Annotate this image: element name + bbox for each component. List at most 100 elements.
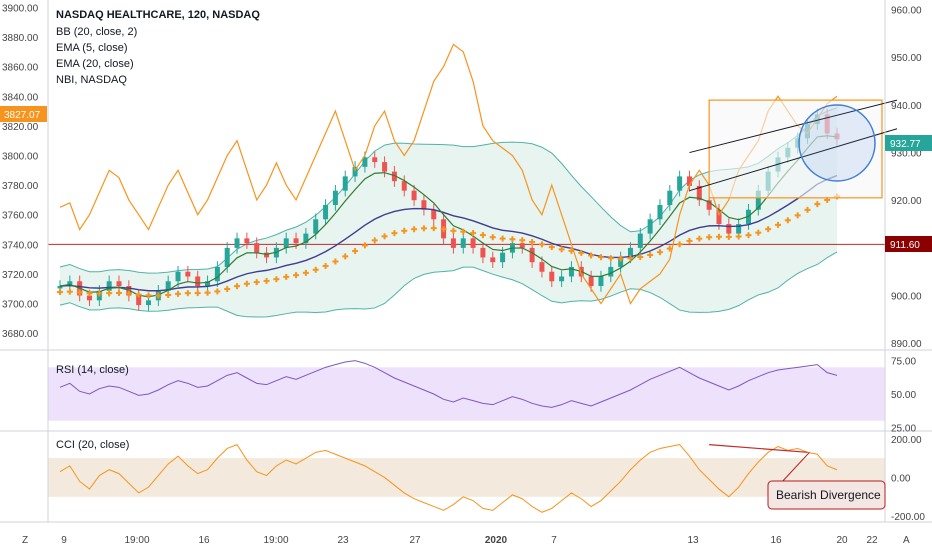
- candle-body: [313, 219, 319, 234]
- candle-body: [57, 286, 63, 289]
- candle-body: [677, 176, 683, 191]
- candle-body: [372, 157, 378, 163]
- candle-body: [706, 200, 712, 210]
- callout-pointer: [779, 451, 810, 485]
- candle-body: [214, 266, 220, 282]
- bollinger-band-fill: [60, 107, 837, 317]
- candle-body: [234, 238, 240, 248]
- nbi-line: [59, 43, 838, 305]
- right-axis-tick: 950.00: [891, 53, 922, 64]
- left-axis-tick: 3820.00: [2, 122, 39, 133]
- cci-axis-tick: -200.00: [891, 512, 925, 523]
- candle-body: [726, 224, 732, 234]
- candle-body: [421, 200, 427, 210]
- left-axis-tick: 3880.00: [2, 33, 39, 44]
- candle-body: [500, 252, 506, 263]
- candle-body: [293, 238, 299, 244]
- candle-body: [87, 295, 93, 301]
- candle-body: [205, 281, 211, 287]
- trend-channel-upper[interactable]: [689, 99, 898, 154]
- cci-line: [59, 443, 838, 513]
- cci-axis-tick: 0.00: [891, 473, 911, 484]
- candle-body: [116, 281, 122, 287]
- right-price-tag-red-text: 911.60: [890, 240, 920, 251]
- cci-band: [48, 458, 885, 497]
- legend-symbol[interactable]: NASDAQ HEALTHCARE, 120, NASDAQ: [56, 9, 260, 21]
- rsi-legend[interactable]: RSI (14, close): [56, 364, 129, 376]
- candle-body: [165, 281, 171, 291]
- time-axis-label: 19:00: [124, 535, 149, 546]
- candle-body: [185, 271, 191, 277]
- candle-body: [736, 224, 742, 234]
- left-axis-tick: 3860.00: [2, 63, 39, 74]
- candle-body: [588, 276, 594, 287]
- right-axis-tick: 900.00: [891, 292, 922, 303]
- right-price-tag-green-text: 932.77: [890, 139, 921, 150]
- highlight-circle[interactable]: [798, 104, 876, 182]
- time-axis-label: 16: [198, 535, 210, 546]
- cci-axis-tick: 200.00: [891, 435, 922, 446]
- candle-body: [647, 219, 653, 234]
- candle-body: [283, 238, 289, 248]
- candle-body: [716, 209, 722, 225]
- candle-body: [224, 247, 230, 267]
- cci-legend[interactable]: CCI (20, close): [56, 439, 129, 451]
- left-axis-tick: 3840.00: [2, 92, 39, 103]
- bollinger-upper-line: [59, 107, 838, 274]
- candle-body: [539, 262, 545, 272]
- time-axis-label: 2020: [485, 535, 508, 546]
- rsi-line: [59, 360, 838, 408]
- right-axis-tick: 960.00: [891, 6, 922, 17]
- candle-body: [175, 271, 181, 282]
- legend-ema20[interactable]: EMA (20, close): [56, 58, 134, 70]
- time-axis-label: 22: [866, 535, 878, 546]
- ema5-line: [59, 135, 838, 298]
- ema20-line: [59, 174, 838, 292]
- candle-body: [342, 176, 348, 191]
- candle-body: [519, 243, 525, 248]
- bearish-divergence-callout[interactable]: Bearish Divergence: [767, 480, 886, 510]
- time-axis-label: 13: [687, 535, 699, 546]
- right-axis-tick: 920.00: [891, 196, 922, 207]
- legend-ema5[interactable]: EMA (5, close): [56, 42, 128, 54]
- candle-body: [411, 190, 417, 201]
- candle-body: [431, 209, 437, 220]
- candle-body: [303, 233, 309, 244]
- left-price-tag-text: 3827.07: [4, 110, 41, 121]
- time-axis-label: 19:00: [263, 535, 288, 546]
- legend-nbi[interactable]: NBI, NASDAQ: [56, 74, 127, 86]
- legend-bb[interactable]: BB (20, close, 2): [56, 26, 137, 38]
- candle-body: [352, 166, 358, 177]
- candle-body: [490, 257, 496, 263]
- left-axis-tick: 3700.00: [2, 300, 39, 311]
- candle-body: [195, 276, 201, 287]
- candle-body: [382, 162, 388, 172]
- candle-body: [608, 266, 614, 277]
- trend-channel-lower[interactable]: [689, 128, 898, 192]
- left-axis-tick: 3740.00: [2, 240, 39, 251]
- right-axis-tick: 940.00: [891, 101, 922, 112]
- candle-body: [755, 190, 761, 210]
- left-axis-tick: 3680.00: [2, 329, 39, 340]
- divergence-trendline[interactable]: [709, 444, 808, 453]
- candle-body: [686, 176, 692, 186]
- candle-body: [549, 271, 555, 282]
- rsi-pane: [48, 360, 885, 421]
- time-axis-label: 23: [337, 535, 349, 546]
- timezone-corner[interactable]: Z: [22, 535, 28, 546]
- left-axis-tick: 3800.00: [2, 151, 39, 162]
- left-price-tag: 3827.07: [0, 106, 47, 122]
- time-axis-label: 27: [409, 535, 421, 546]
- range-rectangle[interactable]: [708, 99, 883, 199]
- candle-body: [450, 238, 456, 248]
- candle-body: [362, 157, 368, 167]
- time-axis-label: 9: [61, 535, 67, 546]
- time-axis-label: 20: [836, 535, 848, 546]
- candle-body: [627, 247, 633, 258]
- time-axis-label: 7: [551, 535, 557, 546]
- auto-scale-corner[interactable]: A: [903, 535, 910, 546]
- candle-body: [568, 266, 574, 277]
- right-axis-tick: 890.00: [891, 339, 922, 350]
- right-axis-tick: 930.00: [891, 149, 922, 160]
